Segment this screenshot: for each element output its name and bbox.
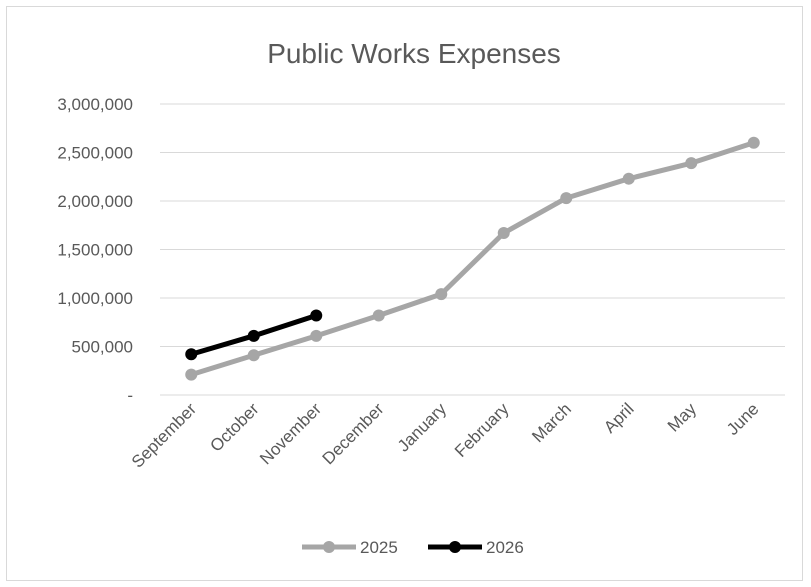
legend: 2025 2026	[302, 538, 524, 557]
y-tick-label: 2,000,000	[57, 192, 133, 211]
y-axis-labels: - 500,000 1,000,000 1,500,000 2,000,000 2,500…	[57, 95, 133, 405]
legend-item: 2026	[428, 538, 524, 557]
data-point	[185, 368, 198, 381]
y-tick-label: 500,000	[72, 338, 133, 357]
x-tick-label: June	[723, 399, 763, 439]
x-tick-label: March	[528, 399, 575, 446]
chart-title: Public Works Expenses	[267, 38, 561, 69]
y-tick-label: 1,500,000	[57, 241, 133, 260]
series-layer	[185, 136, 760, 381]
x-tick-label: October	[206, 399, 262, 455]
series-2026	[185, 309, 323, 361]
data-point	[560, 192, 573, 205]
data-point	[310, 329, 323, 342]
series-2025	[185, 136, 760, 381]
legend-marker	[323, 541, 335, 553]
series-line	[188, 140, 757, 378]
chart-area	[6, 6, 803, 581]
data-point	[622, 172, 635, 185]
data-point	[685, 157, 698, 170]
data-point	[497, 227, 510, 240]
data-point	[247, 349, 260, 362]
data-point	[747, 136, 760, 149]
y-tick-label: -	[127, 386, 133, 405]
legend-label: 2025	[360, 538, 398, 557]
y-tick-label: 3,000,000	[57, 95, 133, 114]
legend-marker	[449, 541, 461, 553]
y-tick-label: 2,500,000	[57, 144, 133, 163]
x-tick-label: September	[128, 399, 200, 471]
data-point	[185, 348, 198, 361]
x-tick-label: February	[451, 399, 513, 461]
data-point	[310, 309, 323, 322]
x-tick-label: April	[600, 399, 637, 436]
data-point	[372, 309, 385, 322]
legend-item: 2025	[302, 538, 398, 557]
x-tick-label: May	[664, 399, 700, 435]
x-tick-label: December	[319, 399, 388, 468]
data-point	[435, 288, 448, 301]
y-tick-label: 1,000,000	[57, 289, 133, 308]
x-tick-label: November	[256, 399, 325, 468]
gridlines	[160, 103, 785, 396]
x-tick-label: January	[394, 399, 451, 456]
data-point	[247, 329, 260, 342]
legend-label: 2026	[486, 538, 524, 557]
